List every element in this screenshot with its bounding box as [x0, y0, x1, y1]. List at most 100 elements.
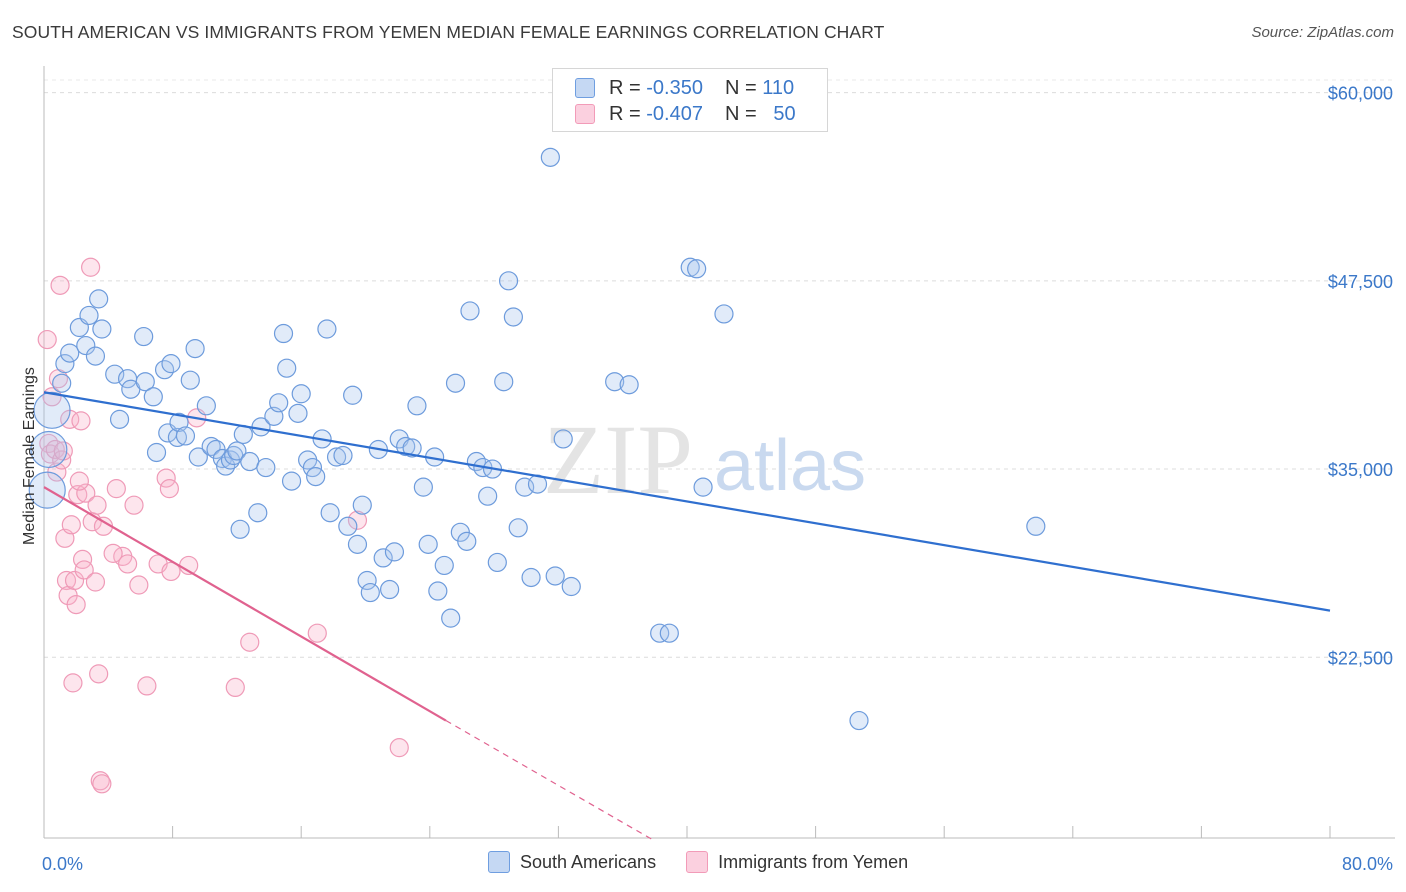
data-point-south-american [288, 403, 308, 423]
data-point-south-american [333, 445, 353, 466]
x-tick-label: 0.0% [42, 854, 83, 874]
data-point-south-american [428, 581, 448, 601]
data-point-south-american [196, 396, 216, 416]
data-point-yemen [225, 677, 245, 698]
data-point-south-american [175, 426, 196, 446]
axes [43, 66, 1395, 839]
data-point-south-american [185, 338, 205, 359]
data-point-south-american [693, 477, 713, 497]
legend-item-south-americans[interactable]: South Americans [488, 851, 656, 873]
y-tick-label: $60,000 [1328, 84, 1393, 104]
data-point-yemen [50, 275, 70, 295]
legend-swatch-pink [575, 104, 595, 124]
trend-line-yemen-extension [445, 720, 656, 842]
legend-swatch-blue [575, 78, 595, 98]
data-point-yemen [87, 495, 107, 515]
data-point-yemen [161, 561, 181, 582]
x-tick-labels: 0.0% 80.0% [42, 854, 1393, 874]
legend-swatch-pink [686, 851, 709, 873]
data-point-yemen [124, 495, 144, 515]
data-point-yemen [103, 543, 123, 563]
data-point-south-american [545, 566, 565, 586]
data-point-south-american [418, 534, 438, 554]
data-point-south-american [326, 447, 347, 467]
data-point-south-american [291, 384, 311, 404]
data-point-south-american [269, 393, 289, 413]
data-point-south-american [240, 451, 260, 472]
data-point-south-american [135, 372, 155, 392]
gridlines [44, 79, 1395, 658]
data-point-south-american [320, 503, 340, 523]
source-label: Source: ZipAtlas.com [1251, 24, 1394, 41]
data-point-south-american [402, 438, 422, 458]
legend-item-yemen[interactable]: Immigrants from Yemen [686, 851, 908, 873]
data-point-south-american [373, 548, 393, 568]
data-point-yemen [347, 510, 368, 530]
data-point-south-american [434, 555, 454, 576]
watermark: ZIP atlas [543, 404, 866, 515]
y-tick-labels: $22,500 $35,000 $47,500 $60,000 [1328, 84, 1393, 669]
data-point-yemen [89, 664, 109, 684]
data-point-yemen [64, 570, 85, 591]
data-point-south-american [460, 301, 480, 321]
data-point-south-american [457, 531, 477, 551]
legend-row-yemen: R = -0.407 N = 50 [575, 101, 796, 127]
data-point-yemen [137, 676, 157, 696]
data-point-south-american [659, 623, 679, 643]
data-point-yemen [117, 554, 138, 574]
data-point-yemen [61, 515, 81, 535]
data-point-south-american [317, 319, 337, 339]
watermark-atlas: atlas [714, 426, 866, 506]
legend-r-value: -0.407 [646, 102, 703, 125]
data-point-yemen [81, 257, 101, 277]
data-point-yemen [85, 572, 106, 592]
data-point-south-american [494, 372, 514, 392]
legend-n-value: 50 [773, 102, 796, 125]
data-point-south-american [413, 477, 433, 497]
data-point-south-american [85, 346, 106, 366]
data-point-south-american [380, 579, 400, 600]
data-point-south-american [352, 495, 372, 515]
data-point-south-american [188, 447, 208, 467]
data-point-south-american [521, 567, 541, 588]
data-point-south-american [273, 323, 294, 344]
data-point-south-american [503, 307, 523, 327]
data-point-south-american [143, 387, 163, 407]
data-point-south-american [248, 503, 268, 523]
legend-box: R = -0.350 N = 110 R = -0.407 N = 50 [552, 68, 828, 132]
data-point-south-american [347, 534, 368, 554]
data-point-south-american [89, 289, 109, 309]
data-point-south-american [30, 430, 68, 469]
legend-swatch-blue [488, 851, 510, 873]
data-point-yemen [92, 774, 112, 794]
data-point-south-american [357, 570, 377, 591]
data-point-south-american [478, 486, 498, 506]
data-point-south-american [396, 436, 416, 457]
data-point-south-american [498, 271, 519, 291]
data-point-south-american [277, 358, 297, 378]
data-point-south-american [134, 326, 154, 347]
data-point-yemen [76, 483, 96, 503]
data-point-south-american [55, 354, 75, 374]
data-point-yemen [90, 771, 110, 791]
y-tick-label: $22,500 [1328, 648, 1393, 668]
data-point-yemen [63, 673, 83, 693]
trend-lines [43, 391, 1331, 842]
data-point-yemen [389, 738, 409, 758]
data-point-south-american [540, 147, 560, 167]
trend-line-south-american [43, 391, 1331, 612]
data-point-south-american [441, 608, 461, 628]
legend-r-label: R = [609, 102, 641, 125]
data-point-south-american [230, 519, 250, 539]
data-point-yemen [37, 329, 57, 350]
series-south-american-points [28, 147, 1046, 731]
data-point-yemen [66, 594, 86, 615]
legend-row-south-american: R = -0.350 N = 110 [575, 75, 794, 101]
data-point-south-american [76, 335, 96, 356]
data-point-south-american [109, 409, 130, 429]
data-point-yemen [69, 471, 89, 491]
trend-line-yemen [43, 486, 447, 722]
legend-n-label: N = [724, 76, 757, 99]
data-point-south-american [79, 305, 99, 326]
